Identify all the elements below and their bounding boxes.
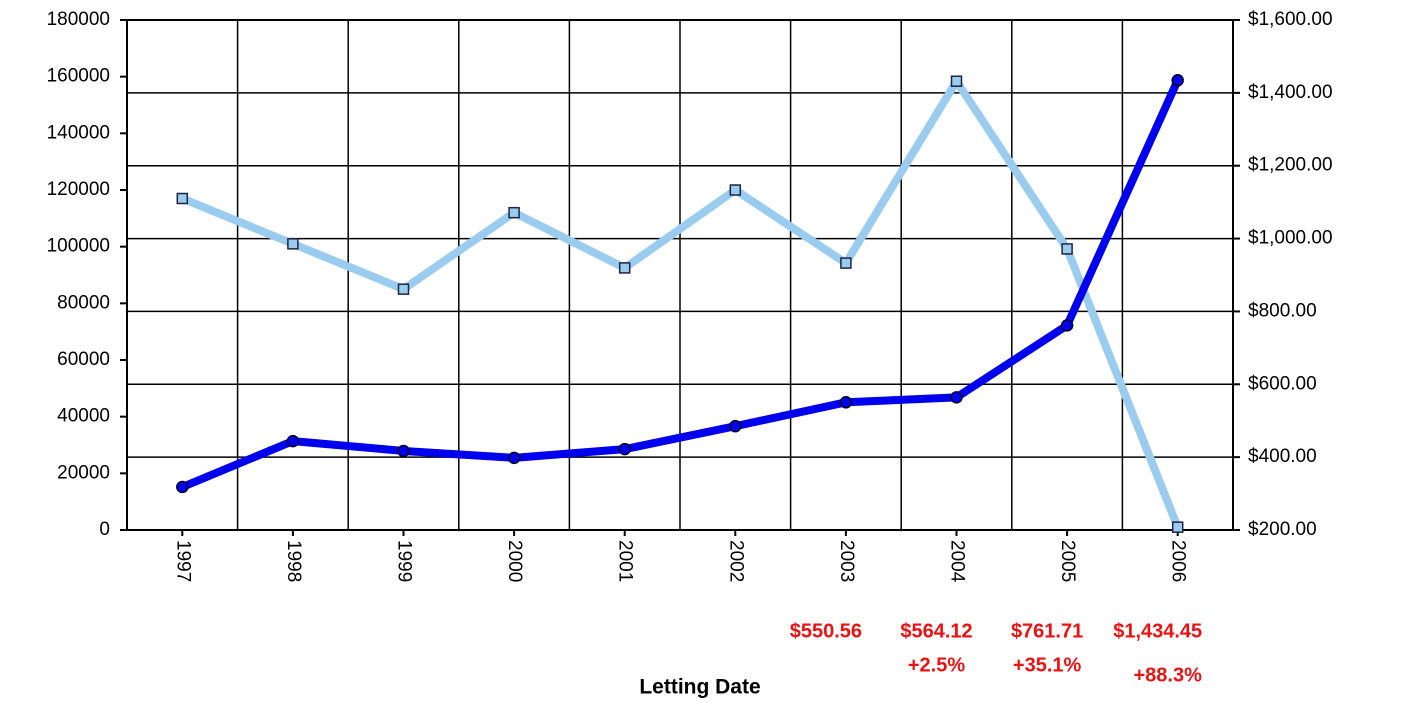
marker bbox=[507, 451, 521, 465]
y2-tick-label: $1,200.00 bbox=[1248, 155, 1333, 176]
value-label: $761.71 bbox=[1011, 620, 1083, 642]
y-tick-label: 180000 bbox=[47, 9, 110, 30]
change-label: +88.3% bbox=[1134, 664, 1203, 686]
y2-tick-label: $800.00 bbox=[1248, 300, 1317, 321]
y2-tick-label: $200.00 bbox=[1248, 519, 1317, 540]
marker bbox=[508, 206, 520, 219]
y-tick-label: 0 bbox=[99, 519, 110, 540]
x-tick-label: 1999 bbox=[393, 540, 414, 582]
marker bbox=[397, 283, 410, 295]
change-label: +2.5% bbox=[908, 654, 965, 676]
marker bbox=[1171, 74, 1184, 87]
marker bbox=[839, 396, 853, 409]
y-tick-label: 80000 bbox=[57, 292, 110, 313]
x-tick-label: 2002 bbox=[725, 540, 746, 582]
y-tick-label: 20000 bbox=[57, 462, 110, 483]
marker bbox=[950, 391, 963, 404]
marker bbox=[1060, 319, 1074, 332]
y-tick-label: 60000 bbox=[57, 349, 110, 370]
x-tick-label: 2004 bbox=[946, 540, 967, 583]
marker bbox=[1061, 243, 1073, 255]
series-line bbox=[180, 77, 1182, 529]
x-tick-label: 2005 bbox=[1057, 540, 1078, 582]
marker bbox=[618, 442, 631, 456]
y2-tick-label: $1,600.00 bbox=[1248, 9, 1333, 30]
marker bbox=[397, 444, 410, 458]
marker bbox=[729, 184, 742, 196]
marker bbox=[729, 419, 742, 433]
marker bbox=[840, 257, 852, 269]
y2-tick-label: $1,400.00 bbox=[1248, 82, 1333, 103]
x-tick-label: 2001 bbox=[615, 540, 636, 582]
x-tick-label: 2000 bbox=[504, 540, 525, 582]
y-tick-label: 120000 bbox=[47, 179, 110, 200]
value-label: $1,434.45 bbox=[1113, 620, 1202, 642]
x-tick-label: 1998 bbox=[283, 540, 304, 582]
y-tick-label: 160000 bbox=[47, 66, 110, 87]
x-tick-label: 1997 bbox=[172, 540, 193, 582]
y2-tick-label: $600.00 bbox=[1248, 373, 1317, 394]
marker bbox=[950, 75, 963, 87]
x-axis-title: Letting Date bbox=[639, 676, 760, 699]
series-line bbox=[180, 78, 1182, 491]
y2-tick-label: $1,000.00 bbox=[1248, 228, 1333, 249]
x-tick-label: 2006 bbox=[1168, 540, 1189, 582]
y-tick-label: 40000 bbox=[57, 406, 110, 427]
marker bbox=[287, 238, 299, 250]
y2-tick-label: $400.00 bbox=[1248, 446, 1317, 467]
marker bbox=[176, 480, 189, 494]
marker bbox=[176, 192, 189, 205]
y-tick-label: 140000 bbox=[47, 122, 110, 143]
y-tick-label: 100000 bbox=[47, 236, 110, 257]
value-label: $564.12 bbox=[900, 620, 972, 642]
x-tick-label: 2003 bbox=[836, 540, 857, 582]
change-label: +35.1% bbox=[1013, 654, 1082, 676]
marker bbox=[618, 262, 631, 274]
value-label: $550.56 bbox=[790, 620, 862, 642]
marker bbox=[286, 434, 300, 448]
plot-frame bbox=[126, 19, 1234, 531]
marker bbox=[1171, 521, 1184, 533]
